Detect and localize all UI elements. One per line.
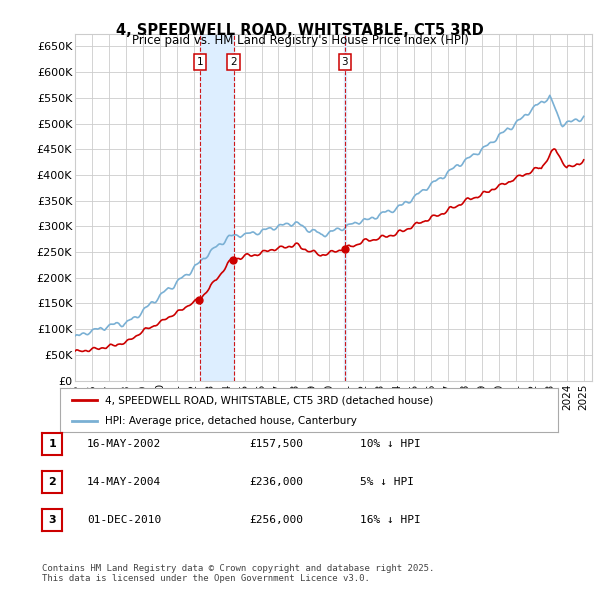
Text: 2: 2 xyxy=(49,477,56,487)
Text: 1: 1 xyxy=(49,440,56,449)
Text: Contains HM Land Registry data © Crown copyright and database right 2025.
This d: Contains HM Land Registry data © Crown c… xyxy=(42,563,434,583)
Text: HPI: Average price, detached house, Canterbury: HPI: Average price, detached house, Cant… xyxy=(105,416,356,426)
Text: 01-DEC-2010: 01-DEC-2010 xyxy=(87,515,161,525)
Text: £256,000: £256,000 xyxy=(249,515,303,525)
Text: 5% ↓ HPI: 5% ↓ HPI xyxy=(360,477,414,487)
Text: 1: 1 xyxy=(197,57,203,67)
Text: 3: 3 xyxy=(49,515,56,525)
Text: 16% ↓ HPI: 16% ↓ HPI xyxy=(360,515,421,525)
Text: 3: 3 xyxy=(341,57,348,67)
Text: £236,000: £236,000 xyxy=(249,477,303,487)
Text: 2: 2 xyxy=(230,57,237,67)
Bar xyxy=(344,34,346,381)
Bar xyxy=(200,34,234,381)
Text: 14-MAY-2004: 14-MAY-2004 xyxy=(87,477,161,487)
Text: £157,500: £157,500 xyxy=(249,440,303,449)
Text: 16-MAY-2002: 16-MAY-2002 xyxy=(87,440,161,449)
Text: 4, SPEEDWELL ROAD, WHITSTABLE, CT5 3RD: 4, SPEEDWELL ROAD, WHITSTABLE, CT5 3RD xyxy=(116,23,484,38)
Text: Price paid vs. HM Land Registry's House Price Index (HPI): Price paid vs. HM Land Registry's House … xyxy=(131,34,469,47)
Text: 10% ↓ HPI: 10% ↓ HPI xyxy=(360,440,421,449)
Text: 4, SPEEDWELL ROAD, WHITSTABLE, CT5 3RD (detached house): 4, SPEEDWELL ROAD, WHITSTABLE, CT5 3RD (… xyxy=(105,395,433,405)
